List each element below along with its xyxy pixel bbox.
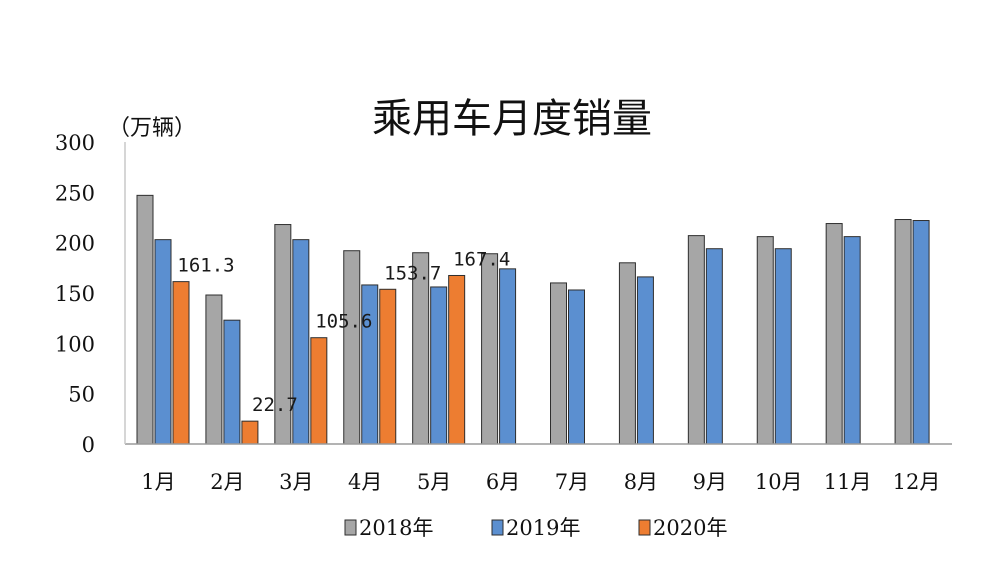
bar-2019年-6月 xyxy=(499,268,517,445)
legend-label: 2020年 xyxy=(653,516,727,540)
y-tick-label: 300 xyxy=(55,131,95,155)
legend-label: 2018年 xyxy=(359,516,433,540)
y-tick-label: 200 xyxy=(55,232,95,256)
bar-2018年-2月 xyxy=(205,294,223,445)
bar-2019年-2月 xyxy=(223,319,241,445)
y-axis-unit-label: （万辆） xyxy=(108,116,196,141)
bar-2020年-4月 xyxy=(379,288,397,445)
x-tick-label: 5月 xyxy=(417,470,451,494)
bar-2018年-10月 xyxy=(756,236,774,445)
x-axis: 1月 2月 3月 4月 5月 6月 7月 8月 9月 10月 11月 12月 xyxy=(141,470,940,494)
bar-2019年-8月 xyxy=(636,276,654,445)
legend-swatch-2018年 xyxy=(344,519,357,536)
y-tick-label: 0 xyxy=(82,433,95,457)
bar-2018年-8月 xyxy=(618,262,636,445)
data-label-4月: 153.7 xyxy=(384,262,441,284)
bar-2019年-4月 xyxy=(361,284,379,445)
x-tick-label: 9月 xyxy=(693,470,727,494)
bars xyxy=(136,194,930,445)
legend-swatch-2019年 xyxy=(491,519,504,536)
legend-label: 2019年 xyxy=(506,516,580,540)
chart-title: 乘用车月度销量 xyxy=(372,96,652,142)
bar-2018年-11月 xyxy=(825,223,843,445)
bar-2020年-1月 xyxy=(172,281,190,445)
y-tick-label: 100 xyxy=(55,332,95,356)
x-tick-label: 11月 xyxy=(824,470,872,494)
bar-2018年-12月 xyxy=(894,219,912,445)
bar-2019年-1月 xyxy=(154,239,172,445)
bar-2019年-11月 xyxy=(843,236,861,445)
bar-2020年-5月 xyxy=(448,274,466,445)
legend: 2018年 2019年 2020年 xyxy=(344,516,727,540)
x-tick-label: 7月 xyxy=(555,470,589,494)
bar-2018年-1月 xyxy=(136,194,154,445)
bar-2018年-4月 xyxy=(343,250,361,445)
y-axis: 300 250 200 150 100 50 0 xyxy=(55,131,95,457)
x-tick-label: 1月 xyxy=(141,470,175,494)
data-label-3月: 105.6 xyxy=(315,311,372,333)
x-tick-label: 2月 xyxy=(210,470,244,494)
data-label-1月: 161.3 xyxy=(177,255,234,277)
bar-2018年-6月 xyxy=(481,253,499,445)
x-tick-label: 3月 xyxy=(279,470,313,494)
y-tick-label: 250 xyxy=(55,181,95,205)
data-label-5月: 167.4 xyxy=(453,248,510,270)
x-tick-label: 6月 xyxy=(486,470,520,494)
bar-2020年-3月 xyxy=(310,337,328,445)
legend-swatch-2020年 xyxy=(638,519,651,536)
bar-2019年-12月 xyxy=(912,220,930,445)
bar-2018年-9月 xyxy=(687,235,705,445)
y-tick-label: 150 xyxy=(55,282,95,306)
bar-2018年-7月 xyxy=(550,282,567,445)
bar-2019年-7月 xyxy=(568,289,585,445)
bar-2019年-5月 xyxy=(430,286,448,445)
y-tick-label: 50 xyxy=(68,383,95,407)
x-tick-label: 12月 xyxy=(893,470,941,494)
bar-2019年-9月 xyxy=(705,248,723,445)
x-tick-label: 10月 xyxy=(755,470,803,494)
x-tick-label: 4月 xyxy=(348,470,382,494)
bar-2020年-2月 xyxy=(241,420,259,445)
data-label-2月: 22.7 xyxy=(252,394,298,416)
bar-2019年-10月 xyxy=(774,248,792,445)
x-tick-label: 8月 xyxy=(624,470,658,494)
data-labels: 161.3 22.7 105.6 153.7 167.4 xyxy=(177,248,510,416)
